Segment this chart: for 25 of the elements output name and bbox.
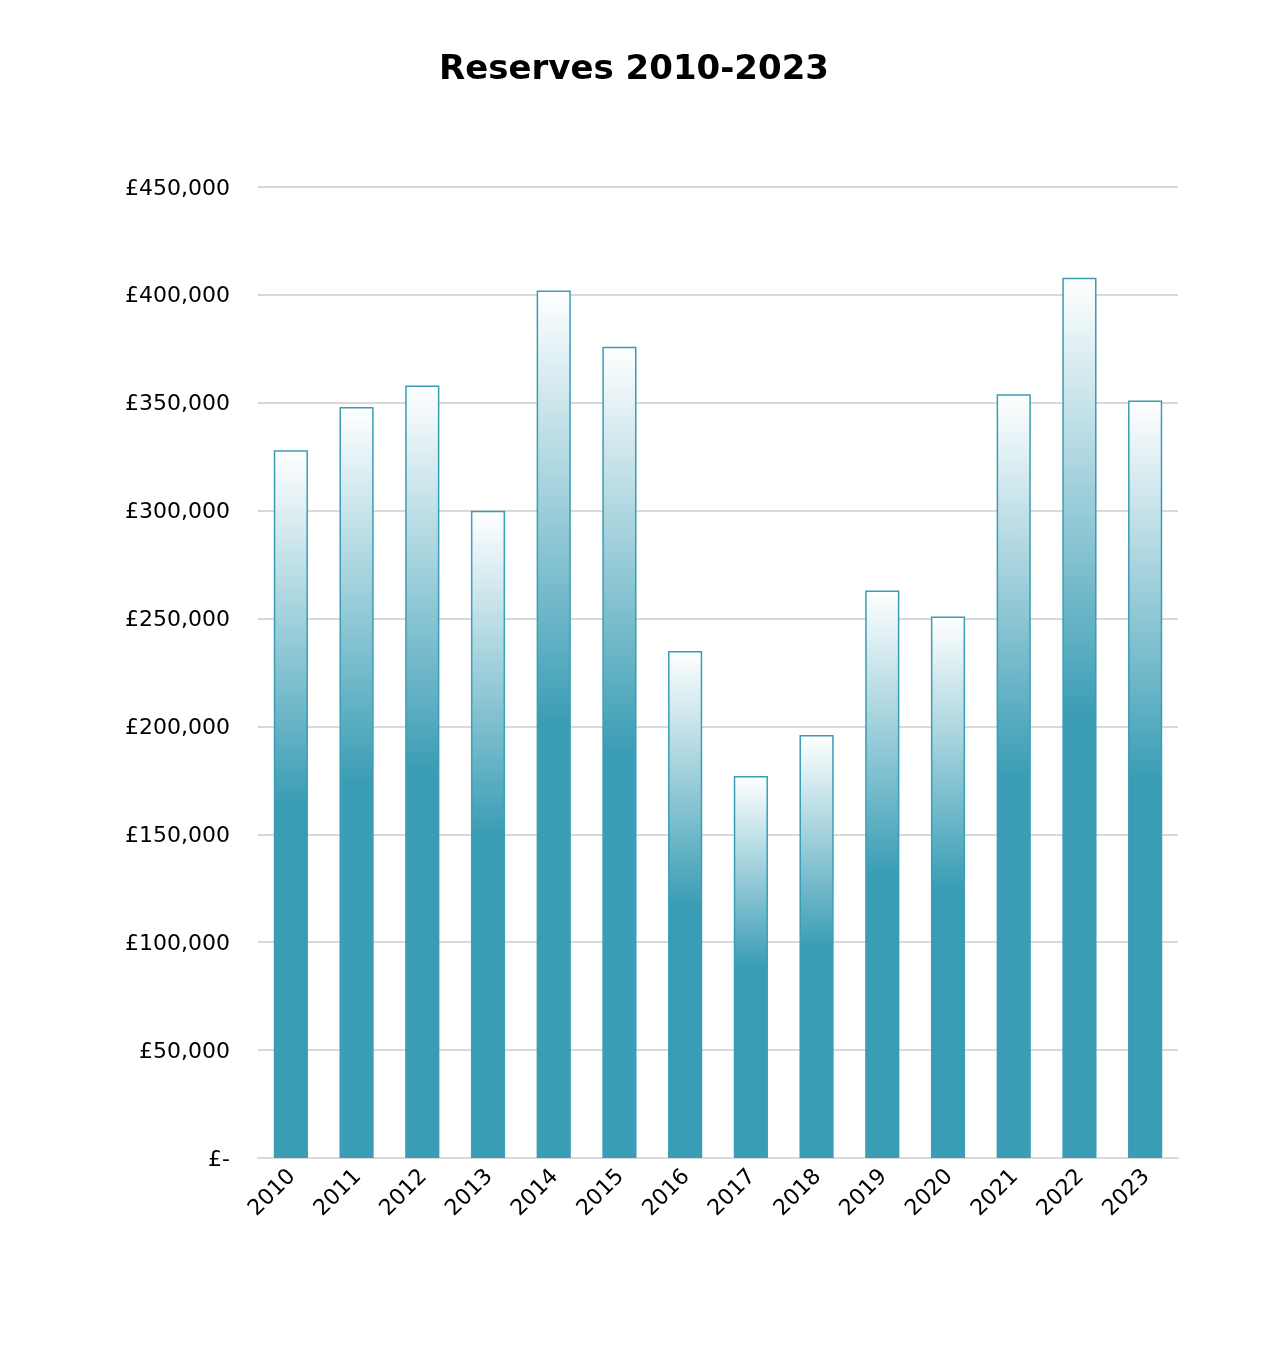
y-tick-label: £- [208, 1145, 230, 1171]
bar [799, 735, 834, 1158]
chart-title: Reserves 2010-2023 [439, 47, 829, 87]
bar [273, 450, 308, 1158]
y-tick-label: £400,000 [125, 282, 230, 308]
bar [668, 650, 703, 1158]
y-tick-label: £150,000 [125, 821, 230, 847]
y-tick-label: £350,000 [125, 390, 230, 416]
y-tick-label: £300,000 [125, 498, 230, 524]
bar [1062, 277, 1097, 1158]
bar [339, 407, 374, 1158]
bar [602, 346, 637, 1158]
bar [733, 776, 768, 1158]
y-tick-label: £250,000 [125, 606, 230, 632]
y-tick-label: £450,000 [125, 174, 230, 200]
bar [996, 394, 1031, 1158]
bar [930, 616, 966, 1158]
bar [405, 385, 440, 1158]
bar [1128, 400, 1163, 1158]
y-tick-label: £200,000 [125, 713, 230, 739]
y-tick-label: £100,000 [125, 929, 230, 955]
bar [865, 590, 900, 1158]
bar [536, 290, 571, 1158]
bar [470, 510, 506, 1158]
y-tick-label: £50,000 [139, 1037, 230, 1063]
